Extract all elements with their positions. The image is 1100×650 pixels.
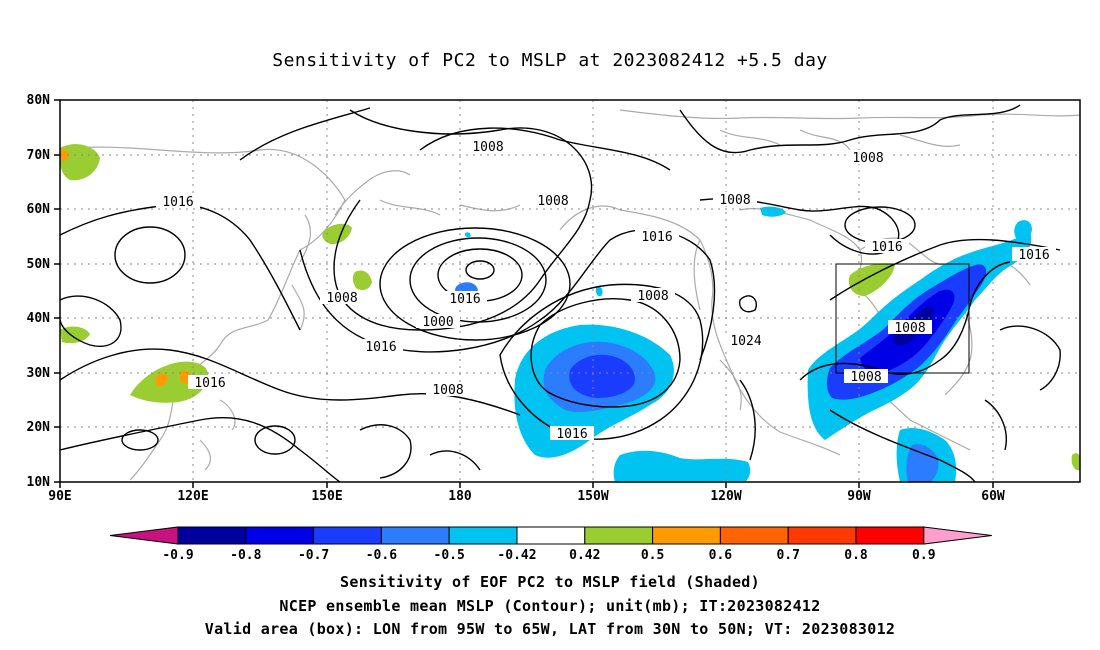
colorbar-tick-label: 0.42 xyxy=(569,548,600,563)
valid-area-box xyxy=(835,263,970,374)
colorbar-segment xyxy=(177,526,247,545)
contour-label: 1008 xyxy=(537,194,568,209)
lon-tick-120e: 120E xyxy=(177,489,208,504)
contour-label: 1024 xyxy=(730,334,761,349)
colorbar-segment xyxy=(516,526,586,545)
colorbar-tick-label: -0.9 xyxy=(162,548,193,563)
contour-label: 1008 xyxy=(326,291,357,306)
colorbar-segment xyxy=(652,526,721,545)
colorbar-tick-label: -0.42 xyxy=(497,548,536,563)
contour-label: 1016 xyxy=(449,292,480,307)
colorbar-arrow-low xyxy=(109,526,179,545)
colorbar-segment xyxy=(584,526,654,545)
colorbar-arrow-high xyxy=(923,526,992,545)
colorbar-segment xyxy=(313,526,382,545)
colorbar-segment xyxy=(719,526,789,545)
lon-tick-150w: 150W xyxy=(577,489,608,504)
lon-tick-120w: 120W xyxy=(710,489,741,504)
colorbar-tick-label: 0.5 xyxy=(641,548,664,563)
contour-label: 1016 xyxy=(641,230,672,245)
colorbar-segment xyxy=(380,526,450,545)
contour-label: 1008 xyxy=(852,151,883,166)
contour-label: 1008 xyxy=(719,193,750,208)
caption-shading: Sensitivity of EOF PC2 to MSLP field (Sh… xyxy=(340,573,760,591)
colorbar xyxy=(109,526,992,545)
lat-tick-80n: 80N xyxy=(27,93,51,108)
colorbar-labels: -0.9 -0.8 -0.7 -0.6 -0.5 -0.42 0.42 0.5 0.6 0.7 0.… xyxy=(162,548,935,563)
colorbar-segment xyxy=(787,526,857,545)
colorbar-tick-label: 0.6 xyxy=(709,548,733,563)
map-frame xyxy=(59,99,1081,483)
contour-label: 1008 xyxy=(637,289,668,304)
lat-tick-60n: 60N xyxy=(27,202,51,217)
colorbar-tick-label: 0.9 xyxy=(912,548,935,563)
contour-label: 1016 xyxy=(162,195,193,210)
lat-tick-20n: 20N xyxy=(27,420,51,435)
lat-tick-10n: 10N xyxy=(27,475,51,490)
colorbar-tick-label: -0.6 xyxy=(366,548,397,563)
map-title: Sensitivity of PC2 to MSLP at 2023082412… xyxy=(272,50,828,71)
colorbar-segment xyxy=(245,526,315,545)
lon-tick-150e: 150E xyxy=(311,489,342,504)
lat-tick-50n: 50N xyxy=(27,257,51,272)
lat-tick-70n: 70N xyxy=(27,148,51,163)
contour-label: 1008 xyxy=(894,321,925,336)
contour-labels: 1008 1008 1008 1016 1008 1016 1016 1016 … xyxy=(156,139,1056,442)
contour-label: 1016 xyxy=(1018,248,1049,263)
lon-tick-90e: 90E xyxy=(48,489,71,504)
lat-tick-30n: 30N xyxy=(27,366,51,381)
caption-contour: NCEP ensemble mean MSLP (Contour); unit(… xyxy=(279,597,821,615)
lat-tick-labels: 80N 70N 60N 50N 40N 30N 20N 10N xyxy=(27,93,51,490)
lon-tick-180: 180 xyxy=(448,489,472,504)
colorbar-tick-label: -0.8 xyxy=(230,548,261,563)
colorbar-tick-label: 0.7 xyxy=(776,548,799,563)
mslp-contours xyxy=(60,104,1061,482)
colorbar-tick-label: -0.5 xyxy=(434,548,465,563)
colorbar-segment xyxy=(855,526,925,545)
contour-label: 1008 xyxy=(472,140,503,155)
lon-tick-labels: 90E 120E 150E 180 150W 120W 90W 60W xyxy=(48,489,1005,504)
lon-tick-90w: 90W xyxy=(847,489,871,504)
contour-label: 1008 xyxy=(850,370,881,385)
contour-label: 1000 xyxy=(422,315,453,330)
colorbar-segment xyxy=(448,526,518,545)
lat-tick-40n: 40N xyxy=(27,311,51,326)
contour-label: 1008 xyxy=(432,383,463,398)
contour-label: 1016 xyxy=(556,427,587,442)
caption-valid-area: Valid area (box): LON from 95W to 65W, L… xyxy=(204,620,896,638)
axis-ticks xyxy=(54,99,994,488)
map-area xyxy=(60,100,1080,482)
lon-tick-60w: 60W xyxy=(981,489,1005,504)
colorbar-tick-label: -0.7 xyxy=(298,548,329,563)
contour-label: 1016 xyxy=(194,376,225,391)
colorbar-tick-label: 0.8 xyxy=(844,548,868,563)
contour-label: 1016 xyxy=(365,340,396,355)
contour-label: 1016 xyxy=(871,240,902,255)
